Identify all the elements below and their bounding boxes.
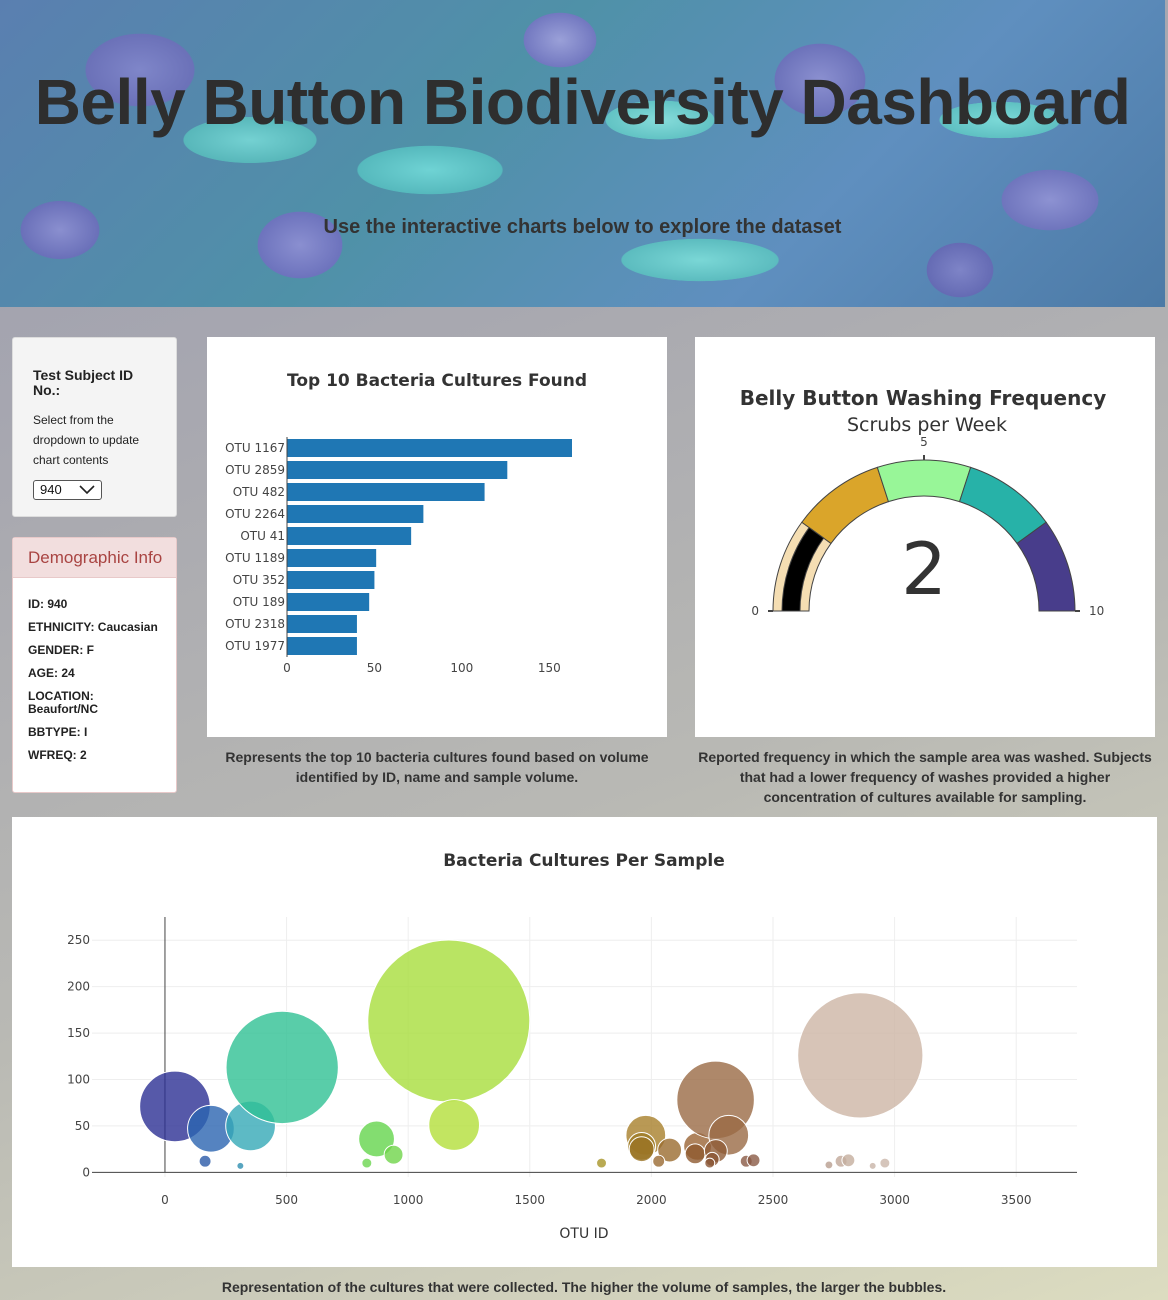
chevron-down-icon xyxy=(78,480,96,500)
bubble-x-tick-label: 2000 xyxy=(636,1193,667,1207)
bar-x-tick-label: 0 xyxy=(283,661,291,675)
gauge-value-bar xyxy=(781,526,825,612)
bubble-x-tick-label: 3500 xyxy=(1001,1193,1032,1207)
bubble[interactable] xyxy=(657,1137,683,1163)
bubble[interactable] xyxy=(358,1120,395,1158)
bar[interactable] xyxy=(287,571,375,589)
bar-x-tick-label: 50 xyxy=(367,661,382,675)
bubble[interactable] xyxy=(198,1154,212,1168)
bar-category-label: OTU 189 xyxy=(233,595,285,609)
bubble[interactable] xyxy=(746,1153,761,1168)
gauge-tick-label: 5 xyxy=(920,435,928,449)
bar[interactable] xyxy=(287,593,370,611)
demographic-info-panel: Demographic Info ID: 940 ETHNICITY: Cauc… xyxy=(12,537,177,793)
bubble[interactable] xyxy=(361,1157,373,1169)
bar-chart[interactable]: Top 10 Bacteria Cultures Found OTU 1167 O… xyxy=(207,337,667,737)
subject-id-value: 940 xyxy=(40,482,62,497)
bubble-y-tick-label: 250 xyxy=(67,933,90,947)
demographic-item: AGE: 24 xyxy=(28,666,75,680)
bubble[interactable] xyxy=(797,992,924,1119)
bubble-y-tick-label: 150 xyxy=(67,1026,90,1040)
gauge-title: Belly Button Washing Frequency xyxy=(740,386,1106,410)
bar[interactable] xyxy=(287,483,485,501)
bar-x-tick-label: 100 xyxy=(450,661,473,675)
bubble-chart-title: Bacteria Cultures Per Sample xyxy=(443,851,725,871)
demographic-item: LOCATION: Beaufort/NC xyxy=(28,689,99,716)
bar-x-tick-label: 150 xyxy=(538,661,561,675)
bar-category-label: OTU 352 xyxy=(233,573,285,587)
bar-category-label: OTU 482 xyxy=(233,485,285,499)
gauge-band xyxy=(1016,521,1076,612)
bubble[interactable] xyxy=(704,1157,716,1169)
bubble-chart-caption: Representation of the cultures that were… xyxy=(221,1279,947,1295)
bubble[interactable] xyxy=(652,1154,666,1168)
bubble[interactable] xyxy=(428,1099,480,1151)
bubble-x-tick-label: 500 xyxy=(275,1193,298,1207)
bar-category-label: OTU 2264 xyxy=(225,507,285,521)
selector-label: Test Subject ID No.: xyxy=(33,367,134,398)
bubble-x-tick-label: 2500 xyxy=(758,1193,789,1207)
bubble-y-tick-label: 0 xyxy=(82,1165,90,1179)
bar[interactable] xyxy=(287,439,572,457)
bubble-y-tick-label: 50 xyxy=(75,1119,90,1133)
demographic-list: ID: 940 ETHNICITY: Caucasian GENDER: F A… xyxy=(13,578,176,762)
bubble-y-tick-label: 100 xyxy=(67,1073,90,1087)
header-banner: Belly Button Biodiversity Dashboard Use … xyxy=(0,0,1165,307)
gauge-chart-caption: Reported frequency in which the sample a… xyxy=(698,749,1152,805)
bubble-x-tick-label: 0 xyxy=(161,1193,169,1207)
gauge-tick-label: 0 xyxy=(751,604,759,618)
bubble-x-axis-label: OTU ID xyxy=(559,1226,608,1242)
demographic-info-title: Demographic Info xyxy=(13,538,176,578)
demographic-item: ID: 940 xyxy=(28,597,68,611)
bubble[interactable] xyxy=(628,1136,655,1163)
bubble-y-tick-label: 200 xyxy=(67,980,90,994)
bubble-x-tick-label: 1000 xyxy=(393,1193,424,1207)
gauge-chart[interactable]: Belly Button Washing Frequency Scrubs pe… xyxy=(695,337,1155,737)
demographic-item: GENDER: F xyxy=(28,643,94,657)
bar[interactable] xyxy=(287,461,508,479)
page-subtitle: Use the interactive charts below to expl… xyxy=(323,216,842,238)
bubble[interactable] xyxy=(868,1161,877,1170)
page-title: Belly Button Biodiversity Dashboard xyxy=(34,66,1131,138)
bubble[interactable] xyxy=(824,1160,834,1170)
bubble-chart[interactable]: Bacteria Cultures Per Sample 0 500 1000 150… xyxy=(12,817,1157,1267)
bar-category-label: OTU 1977 xyxy=(225,639,285,653)
bar[interactable] xyxy=(287,549,377,567)
bar[interactable] xyxy=(287,615,357,633)
gauge-value: 2 xyxy=(901,527,947,611)
bar[interactable] xyxy=(287,527,412,545)
bar-category-label: OTU 41 xyxy=(240,529,285,543)
bar-category-label: OTU 1189 xyxy=(225,551,285,565)
bubble[interactable] xyxy=(684,1143,706,1165)
bubble[interactable] xyxy=(367,939,531,1103)
bubble[interactable] xyxy=(879,1157,891,1169)
bubble-x-tick-label: 3000 xyxy=(879,1193,910,1207)
gauge-chart-panel: Belly Button Washing Frequency Scrubs pe… xyxy=(695,337,1155,737)
subject-id-dropdown[interactable]: 940 xyxy=(33,480,102,500)
bar-category-label: OTU 2318 xyxy=(225,617,285,631)
bar[interactable] xyxy=(287,505,424,523)
demographic-item: WFREQ: 2 xyxy=(28,748,87,762)
gauge-band xyxy=(876,459,972,503)
selector-hint: Select from the dropdown to update chart… xyxy=(33,413,140,467)
bar-category-label: OTU 2859 xyxy=(225,463,285,477)
bubble[interactable] xyxy=(841,1153,856,1168)
bar-category-label: OTU 1167 xyxy=(225,441,285,455)
subject-selector-panel: Test Subject ID No.: Select from the dro… xyxy=(12,337,177,517)
bar-chart-title: Top 10 Bacteria Cultures Found xyxy=(287,371,587,391)
gauge-subtitle: Scrubs per Week xyxy=(847,414,1007,436)
demographic-item: BBTYPE: I xyxy=(28,725,88,739)
bubble-chart-panel: Bacteria Cultures Per Sample 0 500 1000 150… xyxy=(12,817,1157,1267)
bar[interactable] xyxy=(287,637,357,655)
bubble[interactable] xyxy=(596,1157,607,1169)
bubble[interactable] xyxy=(236,1161,245,1170)
bubble-x-tick-label: 1500 xyxy=(515,1193,546,1207)
demographic-item: ETHNICITY: Caucasian xyxy=(28,620,158,634)
bubble[interactable] xyxy=(383,1144,404,1165)
bar-chart-panel: Top 10 Bacteria Cultures Found OTU 1167 O… xyxy=(207,337,667,737)
bar-chart-caption: Represents the top 10 bacteria cultures … xyxy=(225,749,649,785)
gauge-tick-label: 10 xyxy=(1089,604,1104,618)
bubble[interactable] xyxy=(225,1010,339,1125)
